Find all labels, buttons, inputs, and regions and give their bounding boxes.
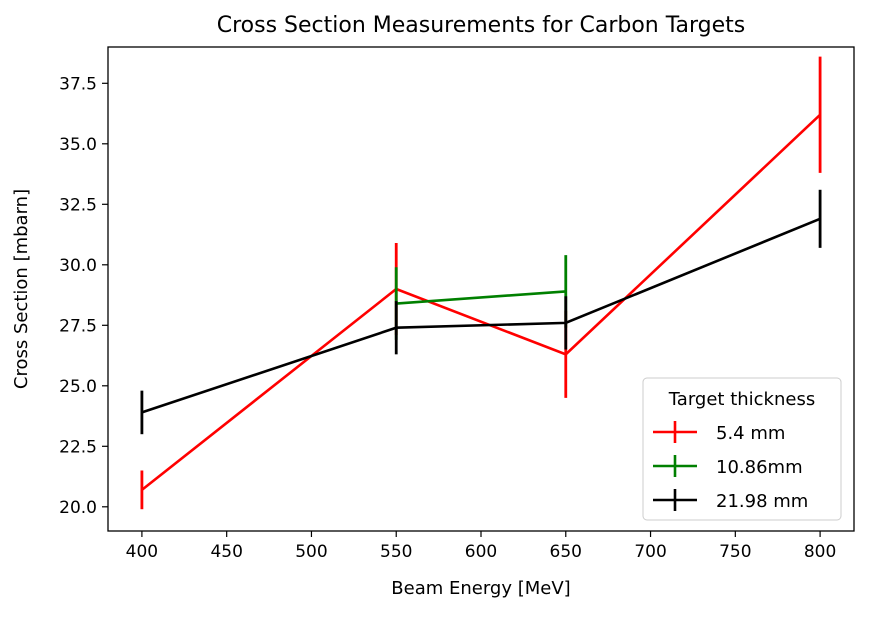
- series-line: [396, 290, 566, 305]
- plot-area: [140, 56, 822, 510]
- x-tick-label: 700: [634, 542, 666, 562]
- legend-entry: 10.86mm: [653, 455, 803, 478]
- y-tick-label: 27.5: [59, 316, 97, 336]
- x-tick-label: 550: [380, 542, 412, 562]
- legend-box: [642, 377, 842, 521]
- legend: Target thickness 5.4 mm 10.86mm 21.98 mm: [642, 377, 842, 521]
- x-axis: 400 450 500 550 600 650 700 750 800: [126, 531, 836, 562]
- y-tick-label: 20.0: [59, 498, 97, 518]
- chart-title: Cross Section Measurements for Carbon Ta…: [217, 13, 746, 38]
- legend-label: 10.86mm: [716, 457, 803, 478]
- x-axis-label: Beam Energy [MeV]: [391, 578, 570, 599]
- x-tick-label: 400: [126, 542, 158, 562]
- y-tick-label: 25.0: [59, 377, 97, 397]
- y-tick-label: 32.5: [59, 195, 97, 215]
- x-tick-label: 750: [719, 542, 751, 562]
- y-axis-label: Cross Section [mbarn]: [11, 189, 32, 389]
- legend-entries: 5.4 mm 10.86mm 21.98 mm: [653, 421, 808, 512]
- y-tick-label: 37.5: [59, 74, 97, 94]
- legend-entry: 5.4 mm: [653, 421, 785, 444]
- series-21.98-mm: [140, 189, 822, 435]
- x-tick-label: 450: [210, 542, 242, 562]
- legend-label: 21.98 mm: [716, 491, 808, 512]
- legend-label: 5.4 mm: [716, 423, 785, 444]
- x-tick-label: 500: [295, 542, 327, 562]
- legend-title: Target thickness: [668, 389, 815, 410]
- y-tick-label: 30.0: [59, 256, 97, 276]
- x-tick-label: 800: [804, 542, 836, 562]
- y-tick-label: 22.5: [59, 437, 97, 457]
- series-line: [141, 113, 821, 491]
- y-axis: 20.0 22.5 25.0 27.5 30.0 32.5 35.0 37.5: [59, 74, 108, 518]
- y-tick-label: 35.0: [59, 135, 97, 155]
- series-line: [141, 217, 821, 414]
- x-tick-label: 650: [550, 542, 582, 562]
- legend-entry: 21.98 mm: [653, 489, 808, 512]
- x-tick-label: 600: [465, 542, 497, 562]
